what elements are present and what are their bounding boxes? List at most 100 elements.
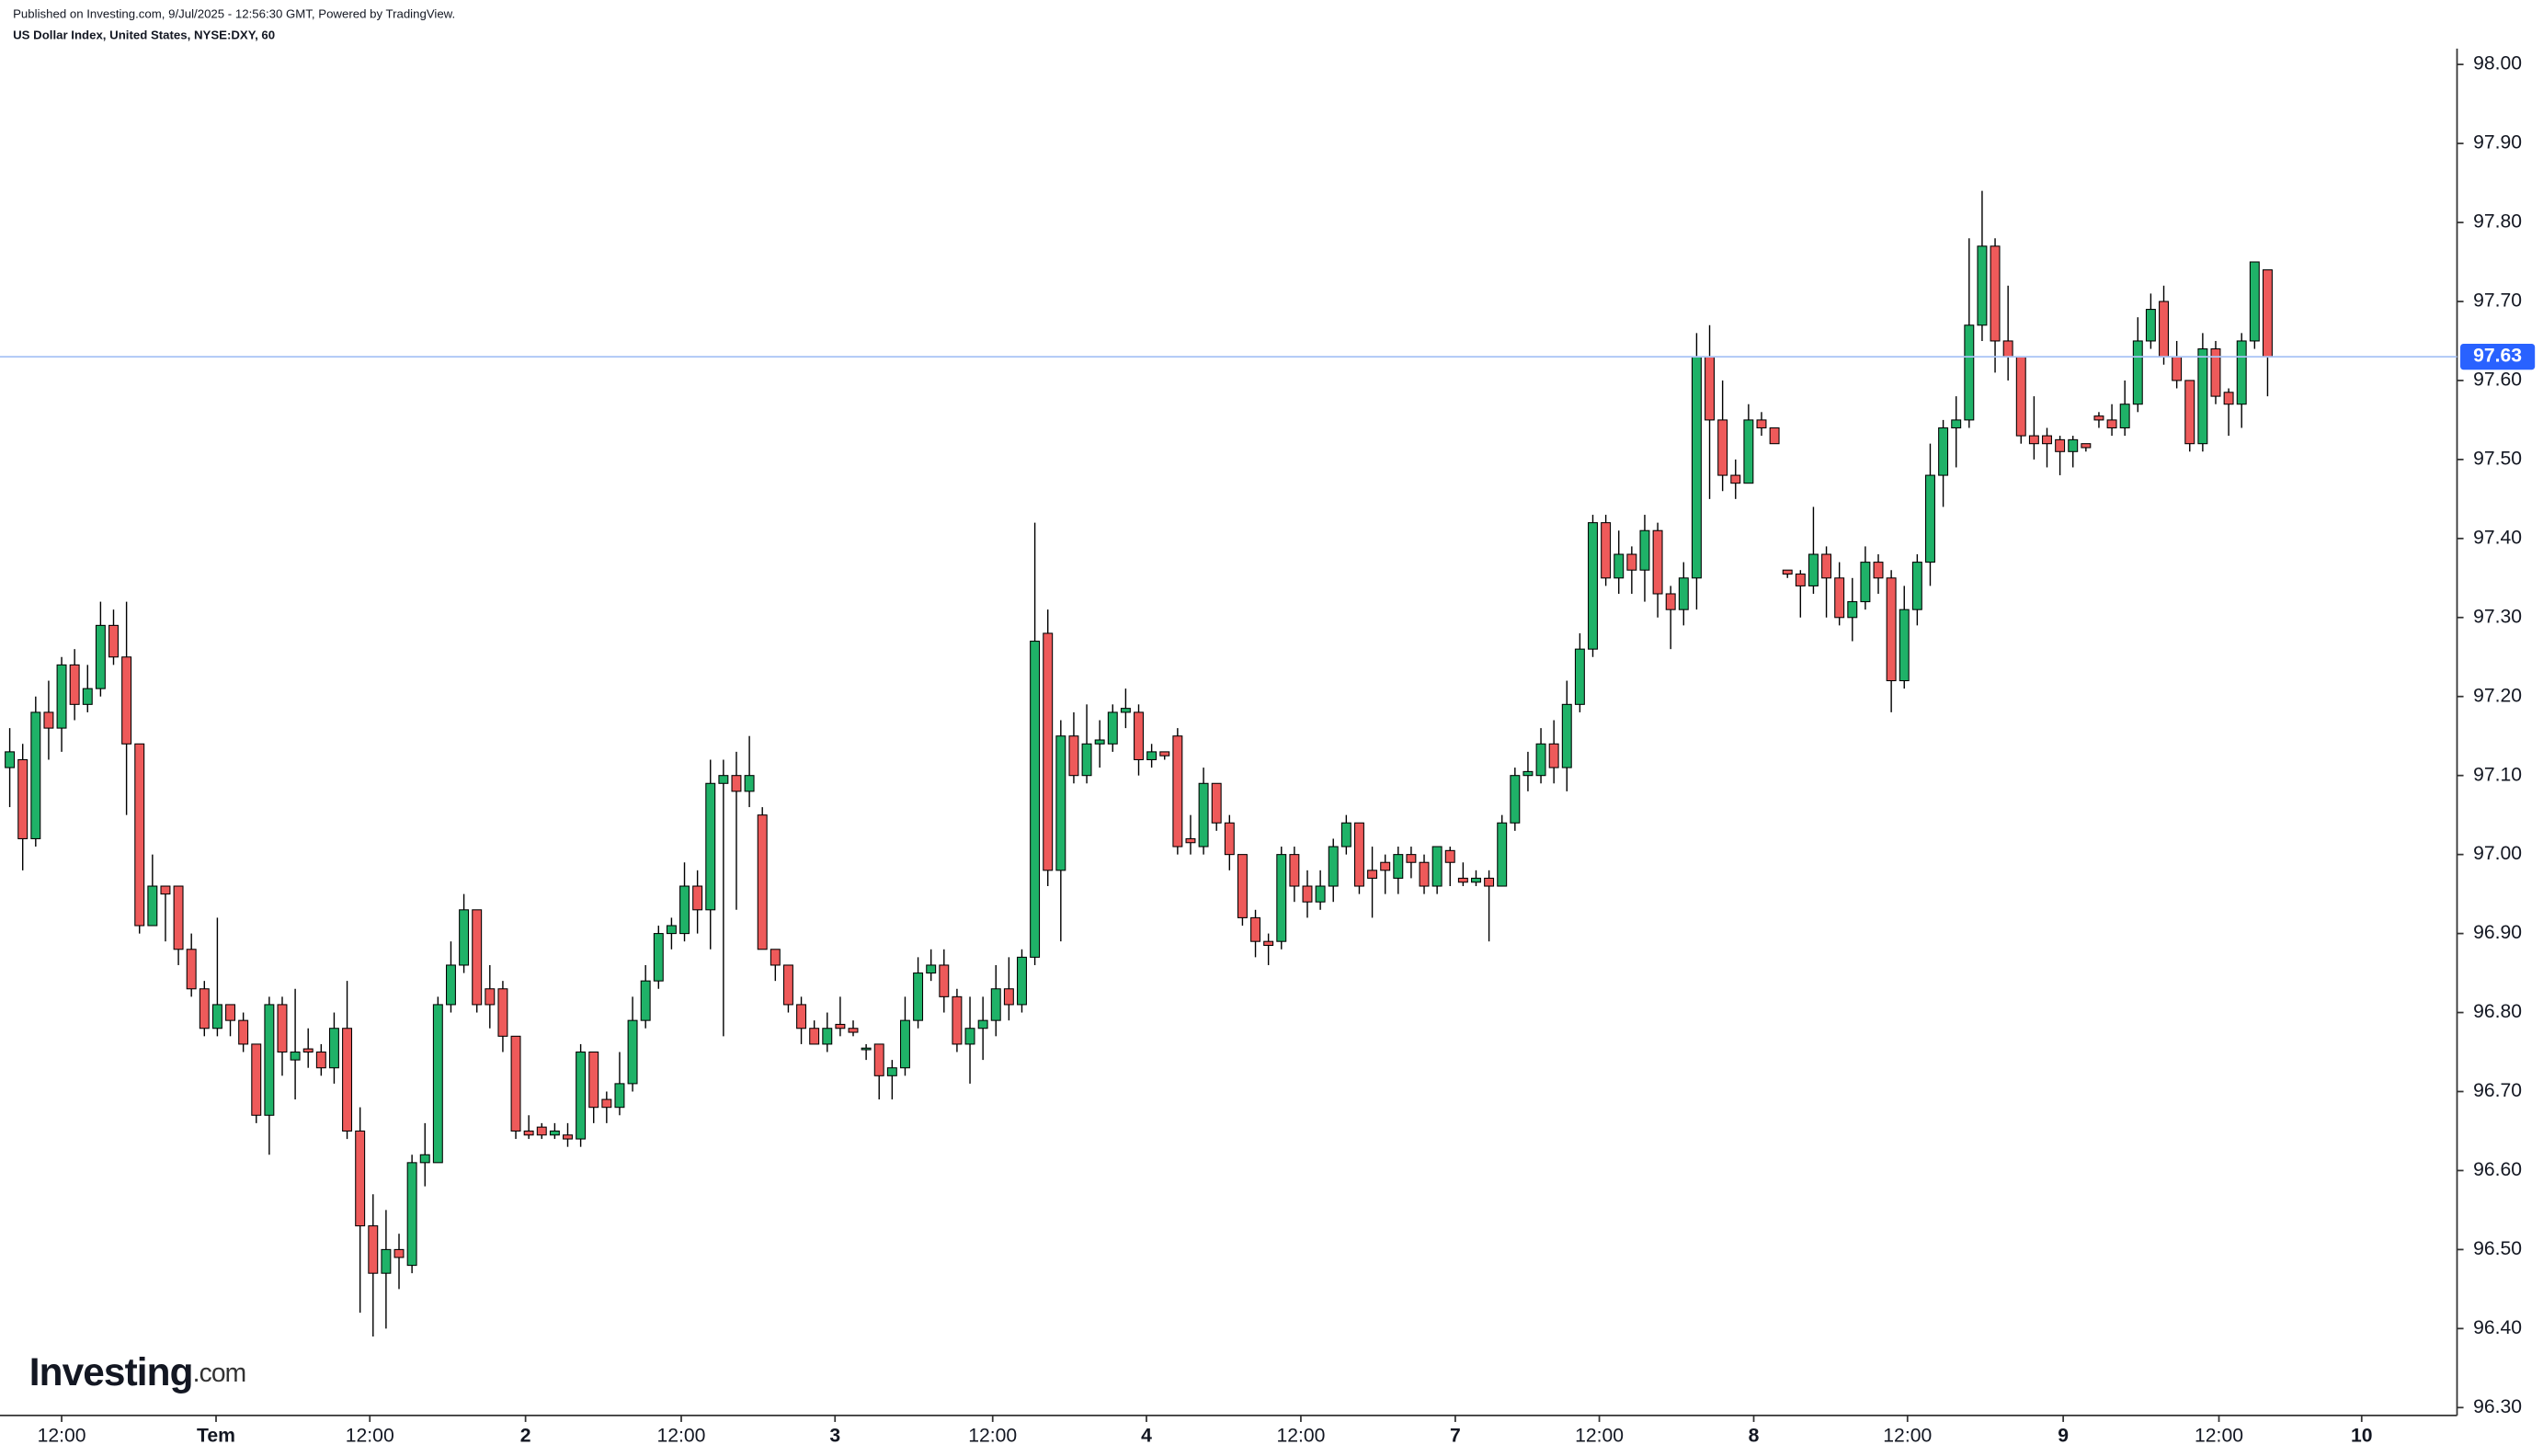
candle-body	[1250, 916, 1261, 942]
candle-body	[1003, 988, 1014, 1006]
x-tick-label: 12:00	[1883, 1425, 1932, 1446]
candle-body	[1302, 885, 1313, 903]
candle-body	[2081, 443, 2092, 449]
candle-body	[147, 885, 158, 927]
candle-body	[536, 1126, 547, 1136]
candle-body	[913, 973, 924, 1021]
candle-body	[1821, 553, 1832, 579]
candle-body	[328, 1028, 339, 1069]
candle-body	[1561, 703, 1572, 768]
candle-body	[873, 1043, 884, 1076]
candle-body	[1353, 822, 1364, 887]
candle-body	[2068, 438, 2079, 452]
candle-body	[627, 1019, 638, 1085]
candle-body	[964, 1028, 975, 1045]
candle-body	[1652, 529, 1663, 595]
x-tick-label: 12:00	[1276, 1425, 1325, 1446]
candle-body	[211, 1004, 222, 1029]
x-tick-label: 12:00	[2195, 1425, 2243, 1446]
candle-body	[1886, 577, 1897, 682]
candle-body	[419, 1154, 430, 1164]
y-tick-label: 97.60	[2473, 370, 2522, 391]
y-tick-label: 96.30	[2473, 1396, 2522, 1417]
candle-body	[899, 1019, 910, 1069]
candle-body	[173, 885, 184, 950]
candle-body	[485, 988, 496, 1006]
candle-body	[1860, 562, 1871, 603]
candle-body	[588, 1051, 599, 1109]
candle-body	[1017, 956, 1027, 1006]
candle-body	[1094, 739, 1105, 745]
x-tick-label: 9	[2058, 1425, 2069, 1446]
candle-body	[770, 949, 781, 966]
candle-body	[2145, 309, 2156, 342]
chart-title: US Dollar Index, United States, NYSE:DXY…	[13, 28, 275, 41]
last-price-badge	[2460, 344, 2536, 370]
candle-body	[1574, 648, 1585, 705]
plot	[5, 190, 2273, 1337]
x-tick-label: 12:00	[346, 1425, 394, 1446]
candle-body	[835, 1023, 846, 1029]
candle-body	[290, 1051, 301, 1061]
candle-body	[315, 1051, 326, 1069]
candle-body	[368, 1225, 379, 1274]
candle-body	[1873, 562, 1884, 579]
candle-body	[355, 1130, 366, 1227]
candle-body	[2093, 415, 2104, 421]
y-tick-label: 97.40	[2473, 527, 2522, 548]
candle-body	[1782, 569, 1793, 575]
candle-body	[121, 656, 132, 745]
candle-body	[1315, 885, 1326, 903]
candle-body	[1107, 711, 1118, 745]
candle-body	[1756, 419, 1767, 429]
candle-body	[69, 664, 80, 705]
x-tick-label: 4	[1141, 1425, 1152, 1446]
candle-body	[666, 925, 677, 935]
logo-name: Investing	[29, 1350, 193, 1393]
candle-body	[2184, 380, 2195, 445]
candle-body	[108, 624, 119, 658]
candle-body	[1730, 474, 1741, 484]
x-tick-label: 8	[1749, 1425, 1760, 1446]
candle-body	[1030, 641, 1041, 958]
candle-body	[1601, 522, 1612, 579]
candle-body	[601, 1098, 612, 1109]
candle-body	[1159, 751, 1170, 756]
candle-body	[2132, 340, 2143, 405]
candle-body	[1678, 577, 1689, 610]
candle-body	[342, 1028, 353, 1132]
x-tick-label: 10	[2351, 1425, 2373, 1446]
candle-body	[56, 664, 67, 729]
candle-body	[679, 885, 690, 935]
candle-body	[1393, 854, 1404, 879]
candle-body	[1691, 356, 1702, 579]
candle-body	[614, 1083, 625, 1109]
candle-body	[1626, 553, 1637, 571]
candle-body	[2172, 356, 2183, 381]
candle-body	[2055, 438, 2066, 452]
candle-body	[95, 624, 106, 689]
candle-body	[1614, 553, 1625, 579]
candle-body	[1081, 743, 1092, 777]
candle-body	[1938, 427, 1949, 476]
candle-body	[82, 688, 93, 705]
candle-body	[1535, 743, 1546, 777]
candle-body	[1795, 573, 1806, 586]
candle-body	[1743, 419, 1754, 484]
candle-body	[277, 1004, 288, 1053]
logo-suffix: .com	[193, 1358, 246, 1387]
y-tick-label: 97.30	[2473, 606, 2522, 627]
y-tick-label: 97.20	[2473, 685, 2522, 706]
candle-body	[1380, 861, 1391, 871]
candle-body	[1977, 245, 1988, 326]
y-tick-label: 97.10	[2473, 764, 2522, 785]
candle-body	[472, 909, 483, 1006]
x-tick-label: 12:00	[657, 1425, 706, 1446]
last-price-label: 97.63	[2473, 346, 2522, 367]
y-tick-label: 96.90	[2473, 922, 2522, 943]
candle-body	[238, 1019, 249, 1045]
y-tick-label: 96.70	[2473, 1080, 2522, 1101]
candle-body	[2015, 356, 2026, 437]
